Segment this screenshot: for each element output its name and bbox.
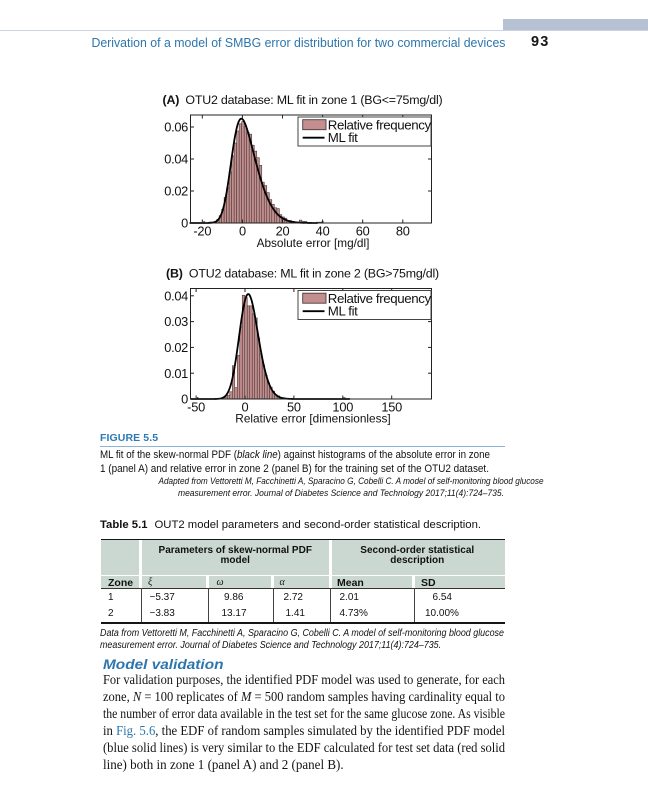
- svg-text:Relative error [dimensionless]: Relative error [dimensionless]: [235, 412, 390, 426]
- svg-text:150: 150: [381, 400, 402, 415]
- table-caption: Table 5.1 OUT2 model parameters and secon…: [100, 519, 481, 531]
- svg-text:0.01: 0.01: [164, 366, 188, 381]
- table-cell: 2.01: [339, 591, 359, 603]
- figure-caption-source: Adapted from Vettoretti M, Facchinetti A…: [100, 476, 544, 500]
- svg-text:(B) OTU2 database: ML fit in z: (B) OTU2 database: ML fit in zone 2 (BG>…: [166, 267, 439, 281]
- table-note: Data from Vettoretti M, Facchinetti A, S…: [100, 628, 506, 651]
- svg-text:20: 20: [276, 224, 290, 239]
- svg-text:0.03: 0.03: [164, 314, 188, 329]
- svg-text:Absolute error [mg/dl]: Absolute error [mg/dl]: [257, 236, 370, 250]
- svg-text:0: 0: [242, 400, 249, 415]
- svg-text:0.04: 0.04: [164, 288, 188, 303]
- svg-text:0: 0: [181, 392, 188, 407]
- header-corner-bar: [503, 19, 648, 30]
- svg-text:Relative frequency: Relative frequency: [328, 291, 432, 306]
- svg-text:-50: -50: [187, 400, 205, 415]
- svg-text:0.04: 0.04: [164, 152, 188, 167]
- table-cell: 2.72: [283, 591, 303, 603]
- table-cell: −3.83: [149, 608, 175, 619]
- svg-text:0: 0: [181, 216, 188, 231]
- svg-text:0.06: 0.06: [164, 120, 188, 135]
- table-group-header: Parameters of skew-normal PDF model: [158, 544, 312, 567]
- figure-5-5-charts: -20 0 20 40 60 80 0 0.02 0.04 0.06 (A) OTU2 databa…: [163, 93, 443, 426]
- table-cell: 13.17: [221, 608, 247, 619]
- svg-text:100: 100: [332, 400, 353, 415]
- table-caption-label: Table 5.1: [100, 519, 148, 531]
- table-cell: −5.37: [149, 591, 175, 603]
- table-column-header: α: [279, 576, 285, 588]
- figure-caption-text: ML fit of the skew-normal PDF (black lin…: [100, 449, 506, 475]
- table-column-header: SD: [421, 576, 436, 589]
- fig-5-6-link: Fig. 5.6: [116, 722, 156, 738]
- svg-text:ML fit: ML fit: [328, 130, 358, 145]
- svg-text:ML fit: ML fit: [328, 303, 358, 318]
- table-column-header: ξ: [148, 576, 153, 588]
- figure-source-line: measurement error. Journal of Diabetes S…: [177, 487, 504, 499]
- svg-text:0.02: 0.02: [164, 184, 188, 199]
- figure-caption-label: FIGURE 5.5: [100, 431, 159, 444]
- paragraph-line: line) both in zone 1 (panel A) and 2 (pa…: [103, 756, 344, 772]
- svg-text:40: 40: [316, 224, 330, 239]
- svg-text:50: 50: [287, 400, 301, 415]
- svg-text:80: 80: [396, 224, 410, 239]
- paragraph-line: the number of error data available in th…: [103, 705, 506, 721]
- table-column-header: Zone: [108, 576, 134, 589]
- paragraph-line: in Fig. 5.6, the EDF of random samples s…: [103, 722, 506, 738]
- svg-text:(A) OTU2 database: ML fit in z: (A) OTU2 database: ML fit in zone 1 (BG<…: [163, 93, 443, 107]
- running-header-title: Derivation of a model of SMBG error dist…: [90, 36, 505, 50]
- table-column-header: Mean: [337, 576, 364, 589]
- table-cell: 1: [108, 591, 114, 603]
- figure-source-line: Adapted from Vettoretti M, Facchinetti A…: [158, 476, 544, 487]
- header-rule: [0, 30, 648, 31]
- svg-text:60: 60: [356, 224, 370, 239]
- section-heading: Model validation: [103, 655, 224, 672]
- table-column-header: ω: [216, 576, 224, 588]
- figure-caption-rule: [100, 446, 505, 447]
- table-cell: 9.86: [224, 591, 244, 603]
- table-caption-text: OUT2 model parameters and second-order s…: [154, 519, 482, 531]
- table-cell: 1.41: [285, 608, 305, 619]
- svg-text:0: 0: [239, 224, 246, 239]
- table-cell: 2: [108, 608, 114, 619]
- table-cell: 4.73%: [339, 608, 368, 619]
- page-number: 93: [531, 34, 550, 50]
- svg-text:-20: -20: [193, 224, 211, 239]
- paragraph-line: For validation purposes, the identified …: [103, 672, 506, 687]
- figure-caption-line: ML fit of the skew-normal PDF (black lin…: [100, 449, 490, 462]
- chart-panel-A: -20 0 20 40 60 80 0 0.02 0.04 0.06 (A) OTU2 databa…: [163, 93, 443, 250]
- table-note-line: Data from Vettoretti M, Facchinetti A, S…: [100, 628, 504, 639]
- paragraph-line: (blue solid lines) is very similar to th…: [103, 739, 505, 755]
- table-cell: 10.00%: [425, 608, 459, 619]
- table-group-header: Second-order statistical description: [360, 544, 475, 567]
- svg-text:Relative frequency: Relative frequency: [328, 118, 432, 133]
- figure-caption-line: 1 (panel A) and relative error in zone 2…: [100, 462, 489, 475]
- paragraph-line: zone, N = 100 replicates of M = 500 rand…: [103, 688, 506, 704]
- body-paragraph: For validation purposes, the identified …: [103, 672, 505, 774]
- table-5-1: Parameters of skew-normal PDF model Second…: [100, 538, 505, 624]
- table-note-line: measurement error. Journal of Diabetes S…: [100, 639, 442, 651]
- svg-text:0.02: 0.02: [164, 340, 188, 355]
- table-cell: 6.54: [432, 591, 452, 603]
